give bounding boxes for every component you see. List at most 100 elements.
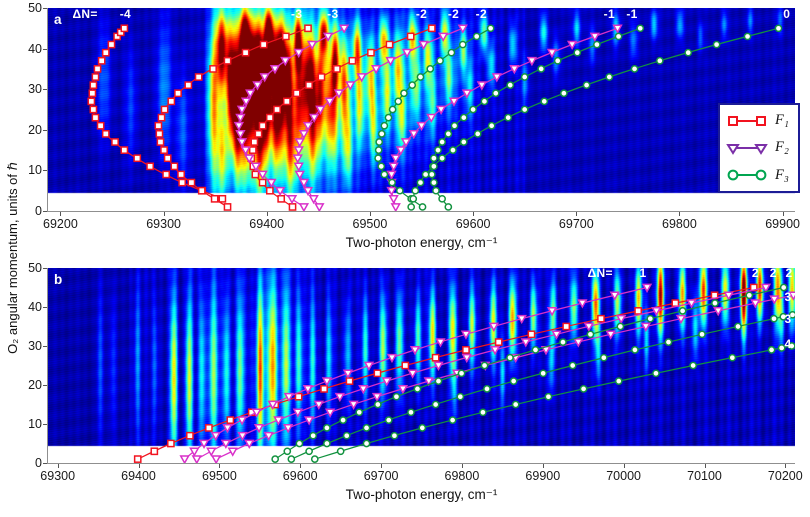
triangle-down-marker [257, 170, 268, 180]
circle-marker [779, 283, 788, 292]
circle-marker [559, 338, 567, 346]
circle-marker [434, 377, 443, 385]
circle-marker [777, 344, 786, 352]
y-tick-label: 40 [28, 41, 42, 56]
square-marker [333, 65, 341, 73]
circle-marker [767, 346, 776, 354]
legend-label-f3: F₃ [775, 166, 789, 183]
y-tick-b [43, 346, 47, 347]
circle-marker [469, 105, 477, 114]
circle-marker [438, 154, 446, 163]
triangle-down-marker [520, 338, 531, 348]
x-axis-title-b: Two-photon energy, cm⁻¹ [345, 487, 498, 502]
circle-marker [447, 48, 456, 57]
y-tick-a [43, 89, 47, 91]
triangle-down-marker [423, 377, 434, 387]
square-marker [317, 73, 326, 81]
circle-marker [712, 40, 721, 49]
x-tick-a [679, 212, 681, 216]
square-marker [427, 24, 436, 33]
y-tick-label: 50 [28, 1, 42, 15]
circle-marker [407, 408, 415, 417]
circle-marker [459, 113, 468, 122]
circle-marker [506, 81, 515, 89]
triangle-down-marker [400, 138, 412, 148]
triangle-down-marker [253, 424, 265, 434]
circle-marker [506, 353, 514, 362]
square-marker [97, 56, 106, 65]
triangle-down-marker [577, 299, 588, 309]
triangle-down-marker [641, 283, 653, 293]
circle-marker [616, 322, 625, 331]
x-tick-b [219, 464, 221, 468]
triangle-down-marker [292, 154, 303, 164]
circle-marker [483, 385, 491, 393]
triangle-down-marker [306, 40, 318, 50]
legend-f1-square-marker-icon [728, 115, 766, 126]
y-tick-b [43, 385, 47, 386]
triangle-down-marker [566, 40, 578, 50]
circle-marker [444, 203, 453, 211]
circle-marker [374, 146, 383, 154]
circle-marker [486, 24, 495, 33]
triangle-down-marker [322, 32, 334, 42]
circle-marker [400, 89, 408, 98]
triangle-down-marker [210, 431, 221, 442]
y-tick-a [43, 129, 47, 131]
branch-label-dn: 3 [784, 311, 792, 326]
triangle-down-marker [488, 322, 500, 332]
square-marker [367, 48, 375, 57]
square-marker [101, 48, 110, 57]
triangle-down-marker [356, 73, 367, 83]
square-marker [527, 330, 536, 339]
y-tick-b [43, 463, 47, 464]
square-marker [273, 105, 281, 114]
square-marker [197, 186, 206, 195]
circle-marker [586, 330, 595, 339]
x-tick-a [782, 212, 784, 216]
square-marker [120, 24, 129, 33]
square-marker [107, 40, 116, 49]
triangle-down-marker [294, 170, 305, 180]
circle-marker [430, 162, 438, 171]
circle-marker [614, 377, 623, 385]
triangle-down-marker [616, 314, 627, 325]
triangle-down-marker [250, 162, 262, 172]
triangle-down-marker [273, 416, 284, 426]
x-tick-b [381, 464, 383, 468]
circle-marker [362, 424, 371, 432]
circle-marker [380, 121, 389, 130]
triangle-down-marker [227, 447, 238, 457]
circle-marker [684, 48, 693, 57]
square-marker [251, 170, 260, 179]
square-marker [462, 346, 470, 354]
triangle-down-marker [308, 194, 319, 205]
branch-lines-overlay-b [133, 283, 795, 463]
triangle-down-marker [315, 105, 326, 115]
square-marker [209, 65, 217, 73]
circle-marker [568, 361, 577, 370]
triangle-down-marker [280, 56, 291, 67]
triangle-down-marker [302, 186, 314, 197]
triangle-down-marker [551, 330, 562, 340]
square-marker [91, 73, 100, 81]
circle-marker [540, 97, 549, 106]
x-tick-label: 69300 [146, 217, 181, 231]
circle-marker [309, 431, 318, 440]
triangle-down-marker [244, 154, 255, 164]
circle-marker [310, 455, 319, 463]
square-marker [157, 113, 166, 122]
triangle-down-marker [651, 307, 662, 317]
branch-label-dn: -1 [603, 7, 615, 22]
y-tick-label: 40 [28, 300, 42, 314]
circle-marker [573, 48, 582, 57]
square-marker [111, 138, 119, 146]
circle-marker [646, 314, 655, 323]
square-marker [385, 40, 394, 49]
triangle-down-marker [293, 48, 304, 59]
x-tick-label: 70000 [606, 469, 641, 483]
circle-marker [375, 138, 384, 146]
triangle-down-marker [236, 105, 248, 115]
circle-marker [579, 385, 588, 393]
triangle-down-marker [476, 81, 488, 91]
